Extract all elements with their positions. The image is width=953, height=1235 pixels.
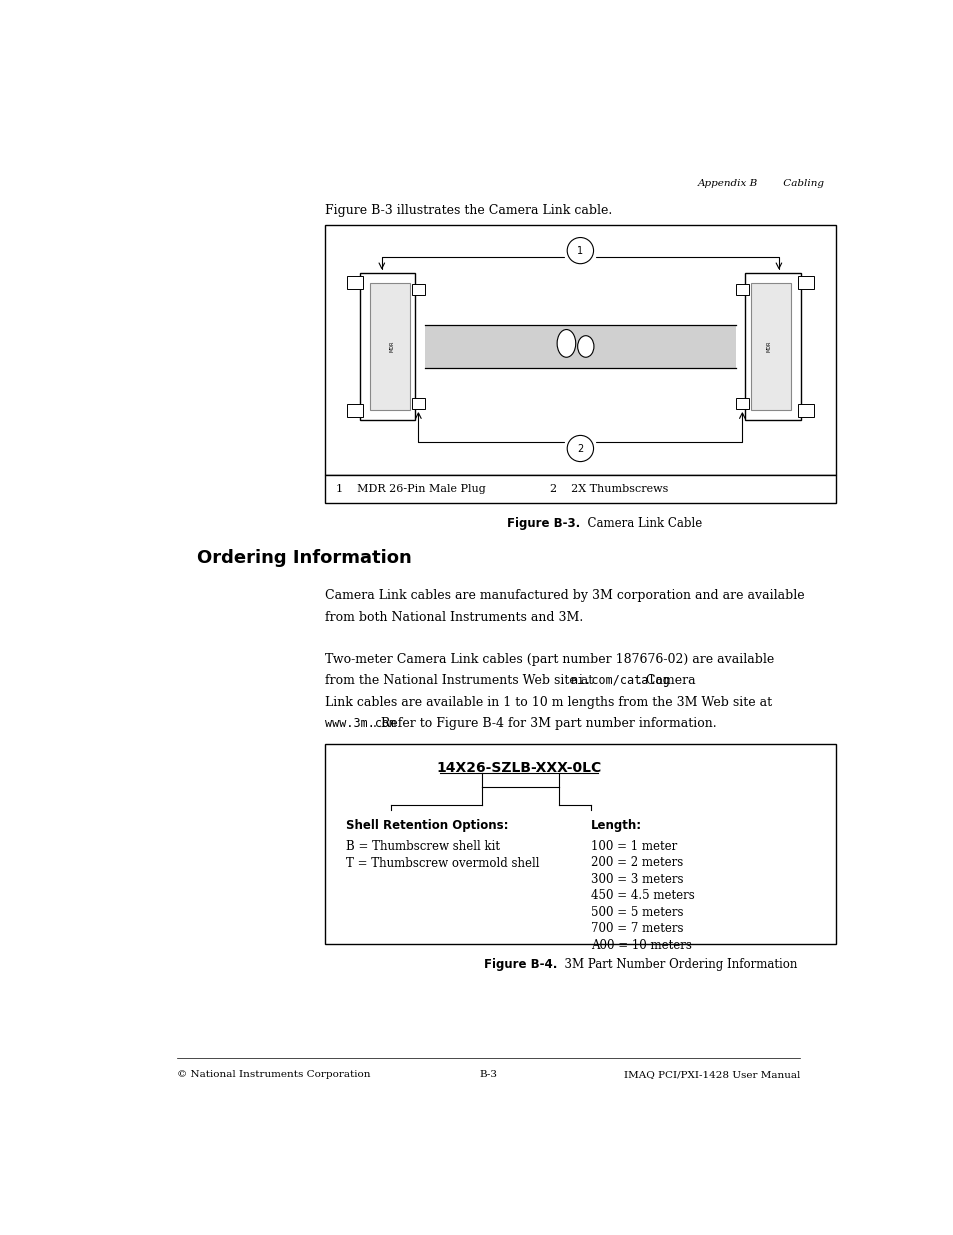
Bar bbox=[369, 283, 410, 410]
Text: Length:: Length: bbox=[590, 819, 641, 832]
Text: 300 = 3 meters: 300 = 3 meters bbox=[590, 873, 682, 885]
Bar bbox=[750, 283, 790, 410]
Bar bbox=[736, 398, 748, 409]
Text: Figure B-3.: Figure B-3. bbox=[507, 517, 579, 530]
Text: 450 = 4.5 meters: 450 = 4.5 meters bbox=[590, 889, 694, 903]
Bar bbox=[744, 273, 801, 420]
Text: . Camera: . Camera bbox=[637, 674, 695, 688]
Text: www.3m.com: www.3m.com bbox=[324, 716, 395, 730]
Bar bbox=[359, 273, 415, 420]
Text: Two-meter Camera Link cables (part number 187676-02) are available: Two-meter Camera Link cables (part numbe… bbox=[324, 653, 773, 667]
Text: 1: 1 bbox=[577, 246, 583, 256]
Text: Camera Link cables are manufactured by 3M corporation and are available: Camera Link cables are manufactured by 3… bbox=[324, 589, 803, 603]
Text: © National Instruments Corporation: © National Instruments Corporation bbox=[177, 1070, 371, 1079]
Text: A00 = 10 meters: A00 = 10 meters bbox=[590, 939, 691, 952]
Text: . Refer to Figure B-4 for 3M part number information.: . Refer to Figure B-4 for 3M part number… bbox=[373, 716, 716, 730]
Bar bbox=[798, 275, 813, 289]
Text: from the National Instruments Web site at: from the National Instruments Web site a… bbox=[324, 674, 597, 688]
Text: 2: 2 bbox=[577, 443, 583, 453]
Text: 700 = 7 meters: 700 = 7 meters bbox=[590, 923, 682, 935]
Text: IMAQ PCI/PXI-1428 User Manual: IMAQ PCI/PXI-1428 User Manual bbox=[623, 1070, 800, 1079]
Text: from both National Instruments and 3M.: from both National Instruments and 3M. bbox=[324, 610, 582, 624]
Circle shape bbox=[567, 237, 593, 264]
Text: MDR: MDR bbox=[765, 341, 770, 352]
Text: Ordering Information: Ordering Information bbox=[196, 550, 411, 567]
Bar bbox=[347, 275, 362, 289]
Bar bbox=[324, 475, 835, 503]
Bar bbox=[324, 225, 835, 475]
Bar bbox=[424, 325, 736, 368]
Bar bbox=[798, 404, 813, 417]
Text: ni.com/catalog: ni.com/catalog bbox=[570, 674, 669, 688]
Text: B-3: B-3 bbox=[479, 1070, 497, 1079]
Text: Appendix B        Cabling: Appendix B Cabling bbox=[697, 179, 823, 188]
Text: Figure B-4.: Figure B-4. bbox=[483, 958, 557, 971]
Text: Figure B-3 illustrates the Camera Link cable.: Figure B-3 illustrates the Camera Link c… bbox=[324, 205, 611, 217]
Bar bbox=[347, 404, 362, 417]
Text: Camera Link Cable: Camera Link Cable bbox=[579, 517, 702, 530]
Ellipse shape bbox=[557, 330, 575, 357]
Bar bbox=[736, 284, 748, 295]
Text: Shell Retention Options:: Shell Retention Options: bbox=[346, 819, 508, 832]
Text: 1    MDR 26-Pin Male Plug: 1 MDR 26-Pin Male Plug bbox=[335, 484, 485, 494]
Text: Link cables are available in 1 to 10 m lengths from the 3M Web site at: Link cables are available in 1 to 10 m l… bbox=[324, 695, 771, 709]
Text: 3M Part Number Ordering Information: 3M Part Number Ordering Information bbox=[557, 958, 797, 971]
Text: 14X26-SZLB-XXX-0LC: 14X26-SZLB-XXX-0LC bbox=[436, 761, 601, 774]
Text: 200 = 2 meters: 200 = 2 meters bbox=[590, 856, 682, 869]
Text: 500 = 5 meters: 500 = 5 meters bbox=[590, 906, 682, 919]
Ellipse shape bbox=[578, 336, 594, 357]
Text: MDR: MDR bbox=[389, 341, 395, 352]
Text: T = Thumbscrew overmold shell: T = Thumbscrew overmold shell bbox=[346, 857, 539, 871]
Bar bbox=[324, 743, 835, 944]
Bar bbox=[412, 398, 424, 409]
Text: 100 = 1 meter: 100 = 1 meter bbox=[590, 840, 676, 852]
Bar bbox=[412, 284, 424, 295]
Text: 2    2X Thumbscrews: 2 2X Thumbscrews bbox=[549, 484, 667, 494]
Text: B = Thumbscrew shell kit: B = Thumbscrew shell kit bbox=[346, 840, 499, 852]
Circle shape bbox=[567, 436, 593, 462]
